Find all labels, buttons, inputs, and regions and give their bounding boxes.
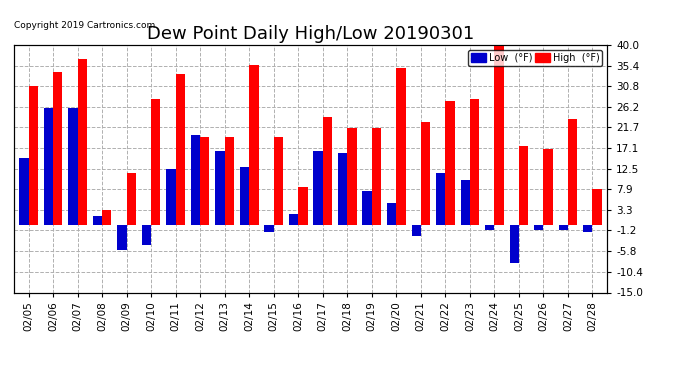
Bar <box>347 128 357 225</box>
Bar <box>583 225 593 232</box>
Bar <box>43 108 53 225</box>
Bar <box>28 86 38 225</box>
Bar <box>117 225 126 250</box>
Bar <box>142 225 151 245</box>
Title: Dew Point Daily High/Low 20190301: Dew Point Daily High/Low 20190301 <box>147 26 474 44</box>
Bar <box>387 202 396 225</box>
Bar <box>126 173 136 225</box>
Bar <box>534 225 544 230</box>
Bar <box>510 225 519 263</box>
Bar <box>544 148 553 225</box>
Bar <box>200 137 210 225</box>
Bar <box>593 189 602 225</box>
Bar <box>421 122 430 225</box>
Bar <box>215 151 225 225</box>
Bar <box>445 101 455 225</box>
Text: Copyright 2019 Cartronics.com: Copyright 2019 Cartronics.com <box>14 21 155 30</box>
Bar <box>151 99 161 225</box>
Bar <box>274 137 283 225</box>
Bar <box>362 191 372 225</box>
Bar <box>372 128 381 225</box>
Bar <box>249 65 259 225</box>
Bar <box>92 216 102 225</box>
Bar <box>225 137 234 225</box>
Bar <box>559 225 568 230</box>
Bar <box>460 180 470 225</box>
Bar <box>53 72 62 225</box>
Bar <box>519 146 529 225</box>
Bar <box>77 58 87 225</box>
Bar <box>289 214 298 225</box>
Bar <box>411 225 421 236</box>
Bar <box>485 225 495 230</box>
Bar <box>19 158 28 225</box>
Bar <box>323 117 332 225</box>
Bar <box>436 173 445 225</box>
Bar <box>568 119 578 225</box>
Bar <box>313 151 323 225</box>
Bar <box>166 169 176 225</box>
Bar <box>264 225 274 232</box>
Bar <box>102 210 111 225</box>
Bar <box>495 45 504 225</box>
Bar <box>338 153 347 225</box>
Bar <box>240 166 249 225</box>
Bar <box>176 74 185 225</box>
Bar <box>298 187 308 225</box>
Bar <box>396 68 406 225</box>
Bar <box>470 99 479 225</box>
Legend: Low  (°F), High  (°F): Low (°F), High (°F) <box>469 50 602 66</box>
Bar <box>68 108 77 225</box>
Bar <box>191 135 200 225</box>
